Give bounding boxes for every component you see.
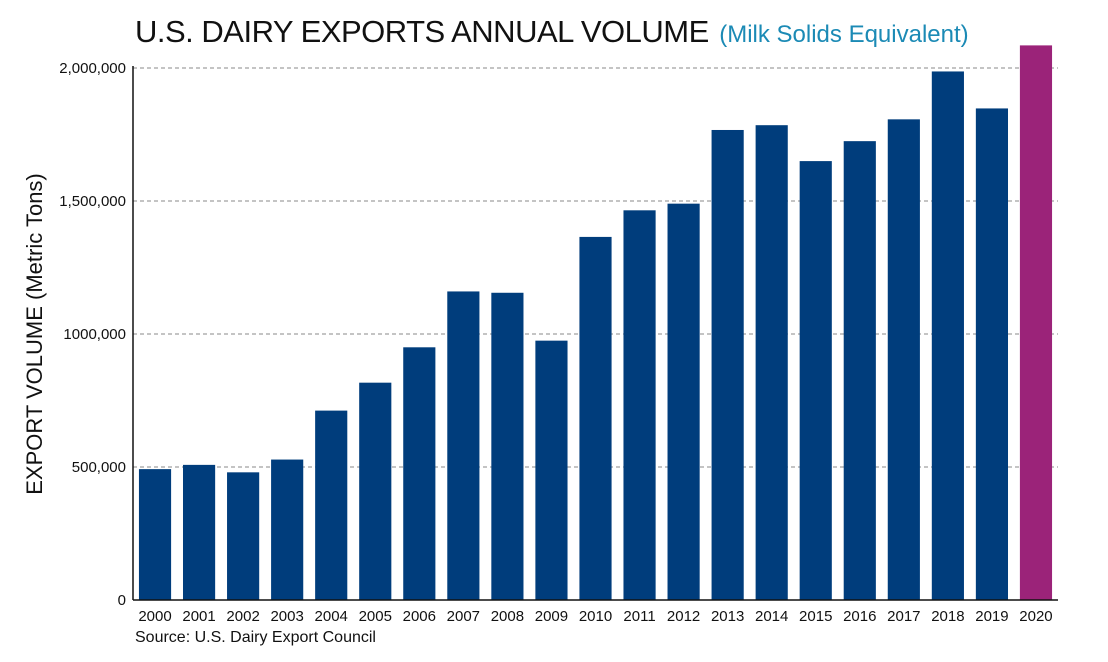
bar-2016 — [843, 141, 876, 600]
bar-2014 — [755, 125, 788, 600]
bar-2011 — [623, 210, 656, 600]
y-tick-label: 1000,000 — [63, 326, 126, 343]
x-tick-label: 2015 — [799, 608, 832, 625]
y-tick-label: 500,000 — [72, 459, 126, 476]
x-tick-label: 2001 — [182, 608, 215, 625]
x-tick-label: 2006 — [403, 608, 436, 625]
bar-2003 — [271, 459, 304, 600]
x-tick-label: 2009 — [535, 608, 568, 625]
bar-2019 — [975, 108, 1009, 600]
bar-2010 — [579, 236, 612, 600]
source-note: Source: U.S. Dairy Export Council — [135, 629, 376, 646]
y-tick-label: 1,500,000 — [59, 193, 126, 210]
tick-labels: 0 500,000 1000,000 1,500,000 2,000,000 2000 20… — [22, 60, 1053, 625]
bar-2001 — [182, 464, 216, 600]
bars — [138, 45, 1053, 600]
x-tick-label: 2003 — [270, 608, 303, 625]
x-tick-label: 2020 — [1019, 608, 1052, 625]
x-tick-label: 2005 — [359, 608, 392, 625]
y-tick-label: 0 — [118, 592, 126, 609]
bar-2017 — [887, 119, 920, 600]
chart-title-block: U.S. DAIRY EXPORTS ANNUAL VOLUME (Milk S… — [135, 14, 969, 50]
y-tick-label: 2,000,000 — [59, 60, 126, 77]
bar-2008 — [491, 292, 524, 600]
bar-2018 — [931, 71, 964, 600]
x-tick-label: 2017 — [887, 608, 920, 625]
x-tick-label: 2004 — [315, 608, 348, 625]
bar-2004 — [315, 410, 348, 600]
x-tick-label: 2013 — [711, 608, 744, 625]
bar-2000 — [138, 469, 172, 600]
bar-2013 — [711, 129, 744, 600]
x-tick-label: 2002 — [226, 608, 259, 625]
x-tick-label: 2018 — [931, 608, 964, 625]
chart-title: U.S. DAIRY EXPORTS ANNUAL VOLUME — [135, 14, 709, 49]
y-axis-title: EXPORT VOLUME (Metric Tons) — [22, 173, 47, 495]
x-tick-label: 2019 — [975, 608, 1008, 625]
bar-2020 — [1019, 45, 1053, 600]
x-tick-label: 2007 — [447, 608, 480, 625]
x-tick-label: 2000 — [138, 608, 171, 625]
x-tick-label: 2010 — [579, 608, 612, 625]
x-tick-label: 2014 — [755, 608, 788, 625]
bar-2005 — [359, 382, 392, 600]
bar-2007 — [447, 291, 480, 600]
x-tick-label: 2012 — [667, 608, 700, 625]
bar-2015 — [799, 161, 832, 600]
bar-2002 — [227, 472, 260, 600]
bar-2006 — [403, 347, 436, 600]
x-tick-label: 2011 — [623, 608, 655, 625]
x-tick-label: 2016 — [843, 608, 876, 625]
x-tick-label: 2008 — [491, 608, 524, 625]
bar-2012 — [667, 203, 700, 600]
axes — [132, 66, 1058, 601]
chart-subtitle: (Milk Solids Equivalent) — [719, 21, 969, 48]
bar-2009 — [535, 340, 568, 600]
